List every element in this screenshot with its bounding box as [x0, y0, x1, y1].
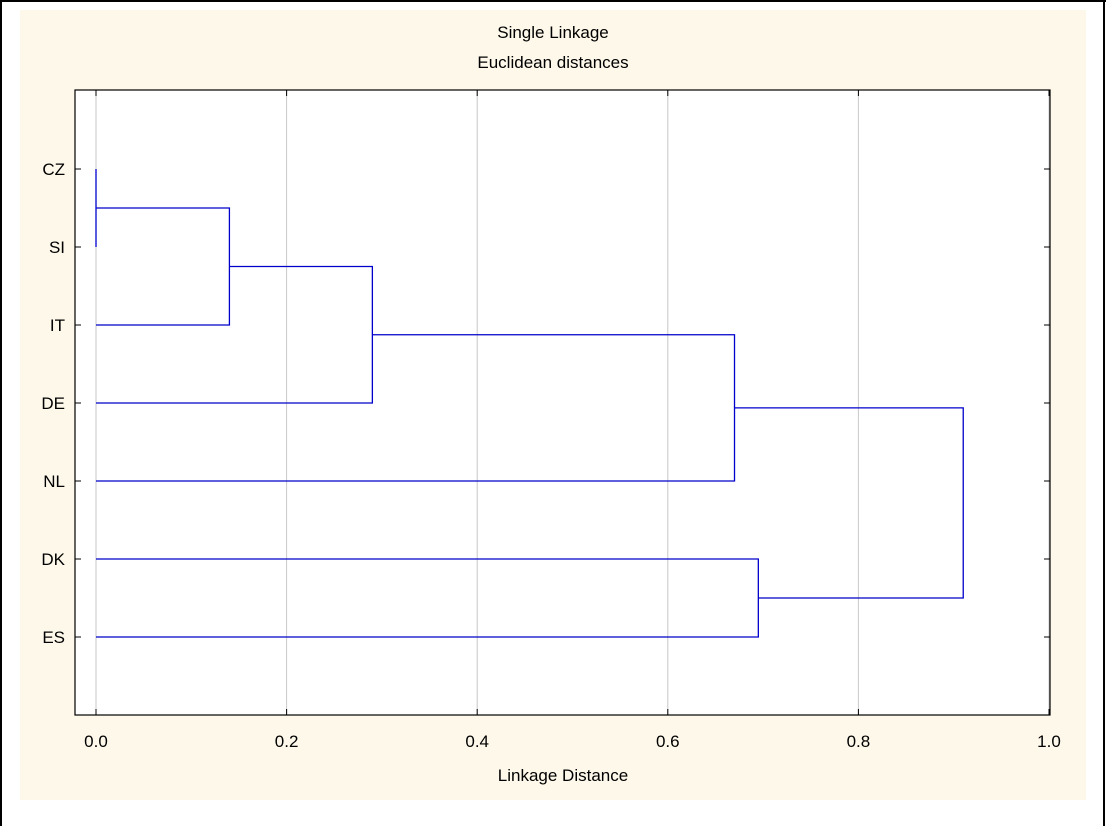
- leaf-label-es: ES: [42, 628, 65, 647]
- leaf-label-dk: DK: [41, 550, 65, 569]
- x-tick-label: 0.2: [275, 732, 299, 751]
- leaf-label-si: SI: [49, 238, 65, 257]
- x-tick-label: 0.8: [847, 732, 871, 751]
- dendrogram-links: [95, 169, 964, 638]
- x-tick-label: 1.0: [1037, 732, 1061, 751]
- x-tick-label: 0.0: [84, 732, 108, 751]
- x-tick-label: 0.6: [656, 732, 680, 751]
- axis-ticks: [75, 90, 1050, 715]
- plot-frame: [74, 89, 1051, 716]
- leaf-label-it: IT: [50, 316, 65, 335]
- dendrogram-link-cz_si_it_de_nl-dk_es: [734, 407, 964, 599]
- leaf-label-cz: CZ: [42, 160, 65, 179]
- chart-subtitle: Euclidean distances: [477, 53, 628, 72]
- x-axis-label: Linkage Distance: [498, 766, 628, 785]
- leaf-label-nl: NL: [43, 472, 65, 491]
- tick-labels: 0.0 0.2 0.4 0.6 0.8 1.0 CZ SI IT DE NL DK ES: [41, 160, 1060, 751]
- grid-lines: [95, 90, 1050, 715]
- chart-title: Single Linkage: [497, 23, 609, 42]
- x-tick-label: 0.4: [465, 732, 489, 751]
- leaf-label-de: DE: [41, 394, 65, 413]
